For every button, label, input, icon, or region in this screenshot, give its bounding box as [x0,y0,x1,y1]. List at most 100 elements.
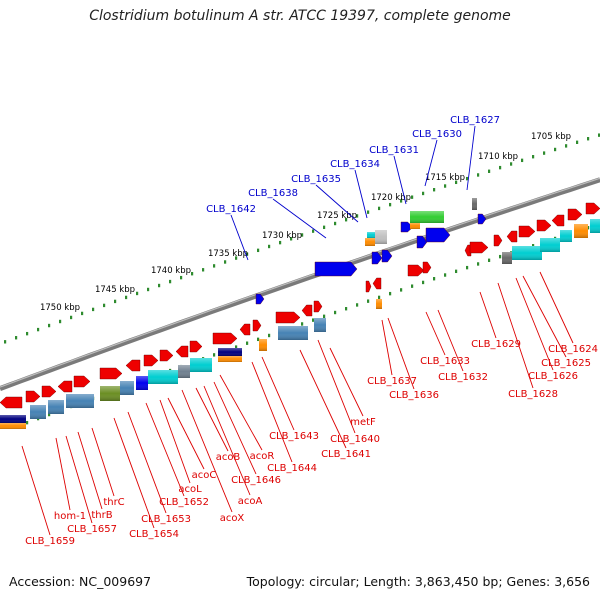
cds-forward-arrow [73,375,91,388]
ruler-tick-outer [4,340,7,344]
gene-category-block-shade [0,415,26,423]
ruler-tick-outer [169,279,172,284]
gene-leader-line [354,169,368,219]
gene-leader-line [466,125,476,191]
cds-forward-arrow [407,264,425,277]
gene-label: acoR [250,451,275,462]
cds-forward-arrow [422,261,432,274]
cds-forward-arrow [313,300,323,313]
gene-category-block-shade [218,356,242,362]
ruler-tick-outer [400,199,403,203]
cds-forward-arrow [25,390,41,403]
cds-reverse-arrow [255,293,265,305]
ruler-tick-inner [499,254,502,259]
gene-category-block-shade [314,318,326,332]
gene-label: CLB_1652 [159,497,209,508]
gene-label: acoA [238,496,263,507]
ruler-tick-inner [301,322,304,326]
gene-category-block-shade [259,339,267,351]
ruler-tick-outer [422,191,425,196]
ruler-tick-outer [246,252,249,256]
gene-leader-line [522,275,567,358]
gene-leader-line [195,387,229,452]
gene-category-block-shade [574,224,588,238]
gene-category-block-shade [376,299,382,309]
ruler-tick-outer [70,315,73,320]
gene-label: CLB_1630 [412,129,462,140]
gene-leader-line [387,317,415,390]
ruler-tick-outer [103,303,106,308]
ruler-tick-outer [378,206,381,211]
gene-label: CLB_1657 [67,524,117,535]
map-title: Clostridium botulinum A str. ATCC 19397,… [89,8,511,24]
gene-label: CLB_1624 [548,344,598,355]
ruler-tick-inner [411,284,414,288]
gene-leader-line [167,397,205,470]
ruler-tick-outer [598,133,600,137]
ruler-tick-inner [246,341,249,345]
ruler-tick-outer [92,307,95,312]
gene-category-block-shade [0,423,26,429]
ruler-tick-outer [554,147,557,152]
ruler-tick-inner [466,265,469,270]
cds-forward-arrow [143,354,159,367]
gene-leader-line [393,155,407,205]
cds-reverse-arrow [416,235,428,249]
gene-label: CLB_1628 [508,389,558,400]
gene-category-block-shade [410,223,420,229]
cds-forward-arrow [372,277,382,290]
ruler-tick-inner [477,262,480,266]
gene-label: CLB_1631 [369,145,419,156]
cds-reverse-arrow [314,261,358,277]
cds-forward-arrow [567,208,583,221]
gene-category-block-shade [278,326,308,340]
ruler-tick-outer [202,268,205,272]
gene-leader-line [261,356,295,431]
ruler-tick-inner [422,280,425,285]
gene-leader-line [515,277,554,371]
gene-category-block-shade [100,386,120,401]
cds-forward-arrow [469,241,489,254]
cds-forward-arrow [518,225,536,238]
ruler-tick-inner [356,303,359,307]
ruler-tick-inner [400,288,403,292]
gene-category-block-shade [502,252,512,264]
gene-leader-line [299,349,347,449]
gene-label: CLB_1629 [471,339,521,350]
gene-label: acoC [192,470,217,481]
gene-leader-line [219,374,263,451]
gene-category-block-shade [148,370,178,384]
gene-leader-line [437,309,464,372]
gene-category-block-shade [410,211,444,223]
cds-forward-arrow [551,214,565,227]
ruler-tick-inner [367,299,370,303]
genome-backbone-highlight [0,177,600,388]
gene-leader-line [230,214,249,261]
ruler-tick-outer [125,295,128,300]
ruler-label: 1730 kbp [262,231,302,241]
ruler-tick-outer [587,137,590,141]
ruler-tick-inner [257,337,260,342]
gene-leader-line [424,139,438,187]
ruler-tick-inner [433,277,436,281]
genome-backbone [0,177,600,391]
gene-label: CLB_1627 [450,115,500,126]
ruler-tick-outer [334,221,337,226]
gene-label: CLB_1644 [267,463,317,474]
gene-category-block-shade [218,348,242,356]
cds-forward-arrow [125,359,141,372]
ruler-tick-inner [455,269,458,274]
ruler-tick-outer [565,144,568,148]
gene-label: CLB_1642 [206,204,256,215]
gene-label: CLB_1625 [541,358,591,369]
cds-forward-arrow [239,323,251,336]
ruler-tick-outer [576,140,579,144]
ruler-tick-outer [191,272,194,276]
gene-label: CLB_1633 [420,356,470,367]
ruler-tick-inner [345,307,348,311]
cds-forward-arrow [365,280,372,293]
ruler-tick-outer [180,275,183,280]
ruler-tick-inner [48,412,51,417]
